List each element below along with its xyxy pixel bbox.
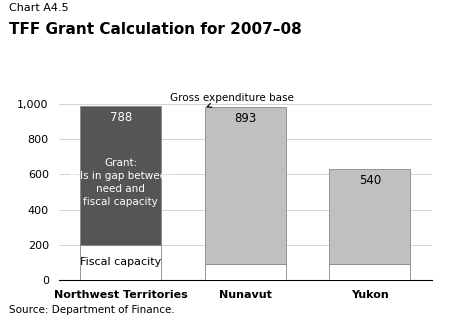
Text: 540: 540 [359,174,381,187]
Bar [80,245,161,280]
Bar [205,264,286,280]
Text: Fiscal capacity: Fiscal capacity [80,257,162,267]
Text: Grant:
Fills in gap between
need and
fiscal capacity: Grant: Fills in gap between need and fis… [69,158,172,207]
Bar [329,264,410,280]
Bar [80,106,161,245]
Text: 893: 893 [234,112,256,125]
Text: 788: 788 [110,111,132,124]
Bar [329,169,410,264]
Text: Gross expenditure base: Gross expenditure base [170,93,294,107]
Text: Chart A4.5: Chart A4.5 [9,3,68,13]
Text: TFF Grant Calculation for 2007–08: TFF Grant Calculation for 2007–08 [9,22,302,37]
Bar [205,107,286,264]
Text: Source: Department of Finance.: Source: Department of Finance. [9,305,175,315]
